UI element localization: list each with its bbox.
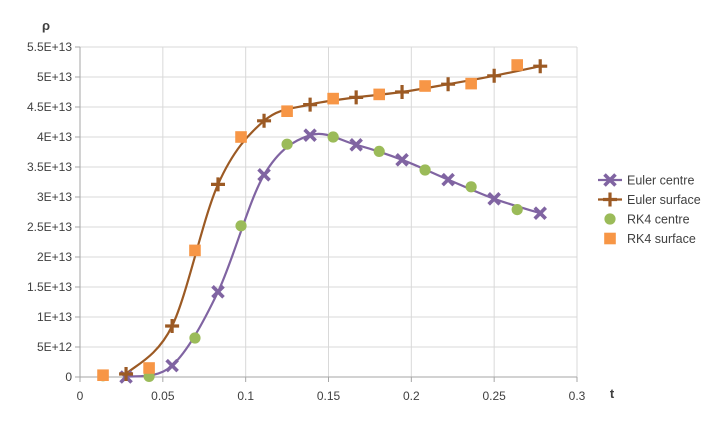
x-tick-label: 0.2 xyxy=(403,389,420,403)
y-axis-title: ρ xyxy=(42,18,50,33)
y-tick-label: 2.5E+13 xyxy=(27,220,72,234)
data-point xyxy=(327,92,339,105)
markers-rk4-surface xyxy=(97,59,523,381)
data-point xyxy=(511,204,523,216)
legend-item: RK4 centre xyxy=(604,213,690,227)
data-point xyxy=(143,362,155,374)
data-point xyxy=(303,128,317,142)
legend: Euler centre Euler surface RK4 centre RK4 s… xyxy=(598,173,701,246)
data-point xyxy=(395,85,410,99)
data-point xyxy=(165,358,179,373)
data-point xyxy=(189,332,201,344)
data-point xyxy=(419,164,431,176)
y-tick-label: 4E+13 xyxy=(37,130,72,144)
x-tick-label: 0.15 xyxy=(317,389,341,403)
axes xyxy=(75,46,578,382)
data-point xyxy=(119,367,134,381)
x-tick-label: 0 xyxy=(77,389,84,403)
y-tick-label: 0 xyxy=(65,370,72,384)
data-point xyxy=(441,77,456,92)
y-tick-label: 5E+13 xyxy=(37,70,72,84)
legend-label: RK4 surface xyxy=(627,232,696,246)
data-point xyxy=(511,59,523,71)
tick-labels: 0 5E+12 1E+13 1.5E+13 2E+13 2.5E+13 3E+13 3.5E+… xyxy=(27,40,586,403)
y-tick-label: 5E+12 xyxy=(37,340,72,354)
legend-item: RK4 surface xyxy=(604,232,696,246)
data-point xyxy=(235,131,247,143)
data-point xyxy=(211,177,225,192)
data-point xyxy=(487,192,501,206)
data-point xyxy=(327,131,339,143)
data-point xyxy=(211,285,225,299)
legend-marker xyxy=(603,173,617,187)
data-point xyxy=(533,59,548,74)
legend-item: Euler surface xyxy=(598,192,701,207)
data-point xyxy=(303,97,318,112)
x-tick-label: 0.3 xyxy=(569,389,586,403)
x-axis-title: t xyxy=(610,386,615,401)
data-point xyxy=(189,244,201,257)
y-tick-label: 1.5E+13 xyxy=(27,280,72,294)
data-point xyxy=(441,172,455,187)
x-tick-label: 0.25 xyxy=(482,389,506,403)
gridlines xyxy=(80,46,578,377)
x-tick-label: 0.05 xyxy=(151,389,175,403)
data-point xyxy=(533,206,547,220)
y-tick-label: 2E+13 xyxy=(37,250,72,264)
legend-marker xyxy=(604,213,616,225)
data-point xyxy=(487,68,502,83)
legend-marker xyxy=(604,232,616,245)
y-tick-label: 5.5E+13 xyxy=(27,40,72,54)
legend-label: Euler surface xyxy=(627,193,701,207)
y-tick-label: 1E+13 xyxy=(37,310,72,324)
legend-item: Euler centre xyxy=(598,173,694,188)
data-point xyxy=(465,181,477,193)
data-point xyxy=(235,220,247,232)
data-point xyxy=(465,77,477,90)
data-point xyxy=(257,113,272,128)
series-layer xyxy=(97,59,548,384)
data-point xyxy=(281,138,293,150)
y-tick-label: 3E+13 xyxy=(37,190,72,204)
markers-euler-surface xyxy=(119,59,548,381)
legend-marker xyxy=(603,192,617,207)
y-tick-label: 4.5E+13 xyxy=(27,100,72,114)
data-point xyxy=(349,138,363,152)
data-point xyxy=(257,168,271,182)
legend-label: Euler centre xyxy=(627,174,694,188)
data-point xyxy=(349,90,364,105)
data-point xyxy=(97,369,109,381)
data-point xyxy=(165,319,180,333)
y-tick-label: 3.5E+13 xyxy=(27,160,72,174)
legend-label: RK4 centre xyxy=(627,213,690,227)
data-point xyxy=(419,80,431,92)
data-point xyxy=(373,145,385,157)
x-tick-label: 0.1 xyxy=(237,389,254,403)
data-point xyxy=(373,88,385,101)
data-point xyxy=(281,105,293,117)
data-point xyxy=(395,153,409,167)
